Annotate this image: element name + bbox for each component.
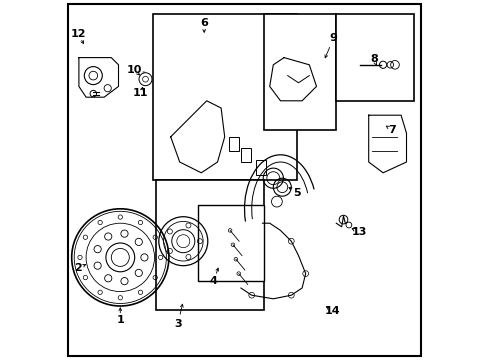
Text: 14: 14 <box>324 306 340 316</box>
Text: 4: 4 <box>209 276 217 286</box>
Text: 13: 13 <box>350 227 366 237</box>
Text: 2: 2 <box>74 263 82 273</box>
Bar <box>152 14 296 180</box>
Text: 12: 12 <box>70 29 86 39</box>
Bar <box>255 160 265 175</box>
Text: 11: 11 <box>133 88 148 98</box>
Text: 3: 3 <box>174 319 182 329</box>
Text: 9: 9 <box>329 33 337 43</box>
Bar <box>264 14 336 130</box>
Bar <box>336 14 413 101</box>
Bar <box>156 180 264 310</box>
Bar <box>228 137 238 151</box>
Text: 8: 8 <box>369 54 377 64</box>
Text: 5: 5 <box>292 188 300 198</box>
Text: 1: 1 <box>116 315 124 325</box>
Bar <box>241 148 251 162</box>
Text: 6: 6 <box>200 18 208 28</box>
Bar <box>197 205 264 281</box>
Text: 7: 7 <box>387 125 395 135</box>
Text: 10: 10 <box>127 65 142 75</box>
